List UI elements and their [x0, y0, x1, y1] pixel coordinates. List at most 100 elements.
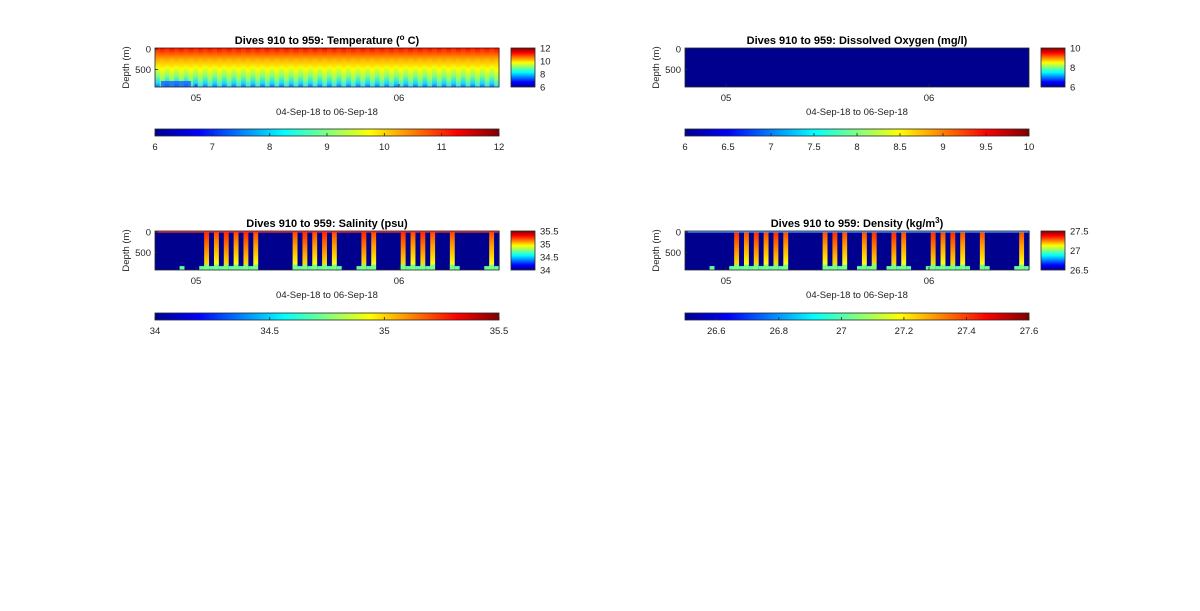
heatmap-cell — [233, 231, 240, 270]
heatmap-cell — [243, 264, 249, 270]
heatmap-cell — [370, 48, 376, 87]
heatmap-cell — [400, 264, 407, 270]
heatmap-cell — [965, 231, 971, 270]
heatmap-cell — [430, 264, 436, 270]
y-tick-label: 0 — [146, 228, 151, 239]
heatmap-cell — [307, 231, 313, 270]
heatmap-cell — [405, 231, 412, 270]
heatmap-cell — [793, 231, 799, 270]
heatmap-cell — [341, 48, 347, 87]
heatmap-cell — [479, 231, 485, 270]
heatmap-cell — [930, 231, 937, 270]
heatmap-cell — [430, 231, 436, 270]
panel-title: Dives 910 to 959: Salinity (psu) — [246, 218, 408, 230]
heatmap-cell — [279, 48, 285, 87]
heatmap-cell — [469, 231, 476, 270]
heatmap-cell — [297, 231, 304, 270]
heatmap-cell — [164, 48, 170, 87]
heatmap-cell — [245, 48, 252, 87]
bottom-colorbar-tick: 9 — [940, 142, 945, 153]
heatmap-cell — [322, 264, 328, 270]
bottom-colorbar-tick: 27.2 — [895, 326, 914, 337]
heatmap-cell — [1004, 231, 1010, 270]
heatmap-cell — [734, 264, 740, 270]
bottom-colorbar: 6 7 8 9 10 11 12 — [152, 128, 505, 153]
heatmap-cell — [241, 48, 247, 87]
side-colorbar-gradient — [1040, 47, 1066, 88]
heatmap-cell — [689, 231, 696, 270]
side-colorbar-gradient — [510, 47, 536, 88]
heatmap-cell — [494, 266, 500, 270]
heatmap-cell — [861, 264, 868, 270]
heatmap-cell — [183, 48, 190, 87]
heatmap-cell — [174, 48, 180, 87]
heatmap-cell — [444, 231, 451, 270]
heatmap-cell — [955, 266, 961, 270]
heatmap-cell — [425, 231, 431, 270]
heatmap-cell — [1019, 231, 1025, 270]
heatmap-cell — [464, 231, 471, 270]
heatmap-cell — [456, 48, 462, 87]
bottom-colorbar-tick: 7.5 — [807, 142, 820, 153]
heatmap-cell — [494, 48, 500, 87]
heatmap-cell — [390, 231, 397, 270]
heatmap-cell — [212, 48, 218, 87]
side-colorbar-tick: 6 — [1070, 83, 1075, 94]
heatmap-cell — [837, 266, 843, 270]
heatmap-cell — [441, 48, 448, 87]
heatmap-cell — [366, 266, 372, 270]
heatmap-cell — [837, 231, 843, 270]
heatmap-cell — [351, 231, 358, 270]
heatmap-cell — [817, 231, 824, 270]
x-axis-label: 04-Sep-18 to 06-Sep-18 — [276, 107, 378, 118]
heatmap-cell — [169, 231, 176, 270]
heatmap-cell — [302, 231, 308, 270]
heatmap-cell — [876, 231, 883, 270]
heatmap-cell — [896, 266, 902, 270]
heatmap-cell — [233, 264, 240, 270]
heatmap-cell — [773, 264, 779, 270]
bottom-colorbar-gradient — [684, 312, 1030, 321]
heatmap-cell — [356, 231, 362, 270]
heatmap-cell — [355, 48, 362, 87]
heatmap-cell — [253, 264, 259, 270]
x-axis-label: 04-Sep-18 to 06-Sep-18 — [806, 107, 908, 118]
x-tick-label: 05 — [721, 276, 732, 287]
bottom-colorbar: 6 6.5 7 7.5 8 8.5 9 9.5 10 — [682, 128, 1034, 153]
heatmap-cell — [258, 231, 264, 270]
heatmap-cell — [207, 48, 213, 87]
side-colorbar-tick: 10 — [540, 57, 551, 68]
heatmap-cell — [164, 231, 171, 270]
heatmap-cell — [911, 231, 917, 270]
heatmap-cell — [417, 48, 424, 87]
bottom-colorbar-tick: 12 — [494, 142, 505, 153]
panel-salinity: Dives 910 to 959: Salinity (psu) 0 500Dept… — [121, 218, 559, 337]
heatmap-cell — [264, 48, 271, 87]
heatmap-cell — [327, 48, 333, 87]
heatmap-cell — [420, 231, 426, 270]
y-tick-label: 0 — [676, 45, 681, 56]
heatmap-cell — [317, 231, 323, 270]
heatmap-cell — [161, 81, 191, 87]
heatmap-cell — [955, 231, 961, 270]
heatmap-cell — [425, 266, 431, 270]
heatmap-cell — [400, 231, 407, 270]
bottom-colorbar-tick: 27 — [836, 326, 847, 337]
heatmap-cell — [748, 231, 755, 270]
x-tick-label: 06 — [394, 276, 405, 287]
heatmap-cell — [293, 48, 299, 87]
heatmap-cell — [832, 264, 838, 270]
side-colorbar-tick: 6 — [540, 83, 545, 94]
heatmap-cell — [484, 266, 490, 270]
heatmap-cell — [822, 264, 829, 270]
heatmap-cell — [773, 231, 779, 270]
heatmap-cell — [827, 266, 834, 270]
side-colorbar: 27.5 27 26.5 — [1040, 227, 1089, 277]
heatmap-cell — [449, 231, 456, 270]
heatmap-cell — [685, 48, 1029, 87]
heatmap-cell — [213, 231, 220, 270]
bottom-colorbar-tick: 7 — [768, 142, 773, 153]
heatmap-cell — [379, 48, 385, 87]
heatmap-cell — [272, 231, 279, 270]
heatmap-cell — [360, 48, 366, 87]
